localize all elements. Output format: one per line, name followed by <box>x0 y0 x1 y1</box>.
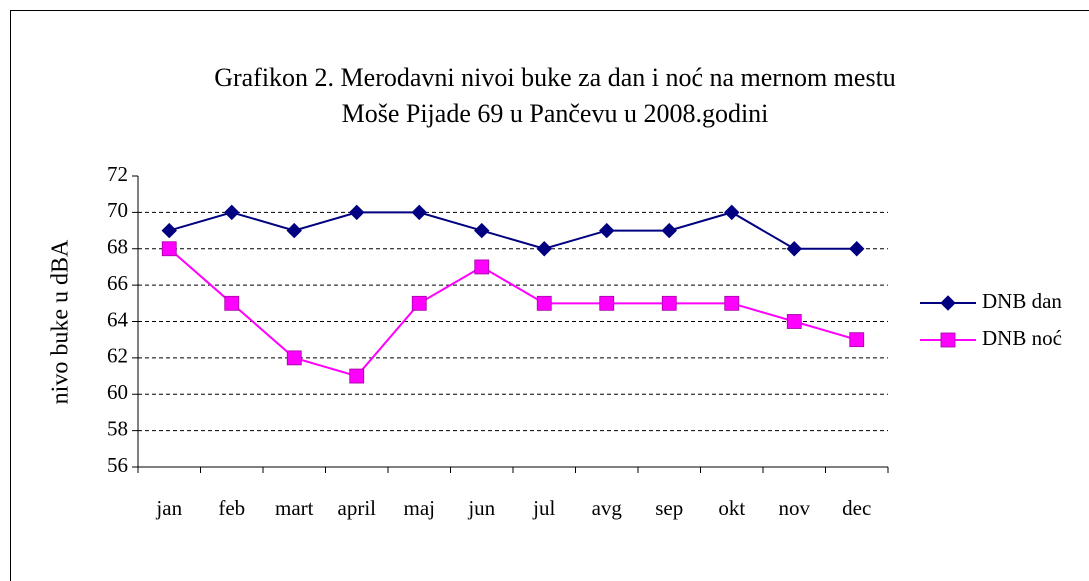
point <box>161 222 177 239</box>
series-line <box>168 247 858 378</box>
point <box>724 204 740 221</box>
legend-label: DNB noć <box>982 326 1062 350</box>
point <box>224 204 240 221</box>
x-tick-label: dec <box>842 496 871 520</box>
x-tick-label: april <box>338 496 377 520</box>
point <box>536 241 552 257</box>
x-tick-label: maj <box>404 496 436 520</box>
legend-marker <box>940 332 956 348</box>
x-tick-label: jul <box>532 496 555 520</box>
legend-marker <box>940 295 956 311</box>
y-tick-label: 70 <box>107 198 128 222</box>
y-tick-label: 68 <box>107 235 128 259</box>
point <box>411 295 427 311</box>
y-tick-label: 56 <box>107 453 128 477</box>
series-line <box>168 211 857 250</box>
point <box>536 295 552 311</box>
chart-title: Grafikon 2. Merodavni nivoi buke za dan … <box>214 63 896 92</box>
point <box>349 368 365 384</box>
point <box>786 241 802 257</box>
x-tick-label: avg <box>592 496 623 520</box>
x-tick-label: jun <box>467 496 495 520</box>
chart-title: Moše Pijade 69 u Pančevu u 2008.godini <box>342 99 769 128</box>
x-tick-label: mart <box>275 496 314 520</box>
chart-frame <box>10 10 1089 581</box>
y-tick-label: 62 <box>107 344 128 368</box>
point <box>224 295 240 311</box>
point <box>661 222 677 239</box>
point <box>661 295 677 311</box>
point <box>474 259 490 275</box>
point <box>599 295 615 311</box>
point <box>474 222 490 239</box>
x-tick-label: nov <box>779 496 811 520</box>
x-tick-label: feb <box>218 496 245 520</box>
y-tick-label: 64 <box>107 307 129 331</box>
y-tick-label: 60 <box>107 380 128 404</box>
point <box>286 222 302 239</box>
point <box>724 295 740 311</box>
point <box>411 204 427 221</box>
legend-label: DNB dan <box>982 289 1062 313</box>
point <box>849 241 865 257</box>
y-tick-label: 72 <box>107 162 128 186</box>
point <box>599 222 615 239</box>
point <box>786 314 802 329</box>
point <box>349 204 365 221</box>
point <box>849 332 865 348</box>
x-tick-label: jan <box>155 496 182 520</box>
point <box>161 241 177 257</box>
point <box>286 350 302 366</box>
y-axis-label: nivo buke u dBA <box>48 239 74 404</box>
y-tick-label: 58 <box>107 416 128 440</box>
x-tick-label: okt <box>718 496 745 520</box>
y-tick-label: 66 <box>107 271 128 295</box>
x-tick-label: sep <box>655 496 683 520</box>
